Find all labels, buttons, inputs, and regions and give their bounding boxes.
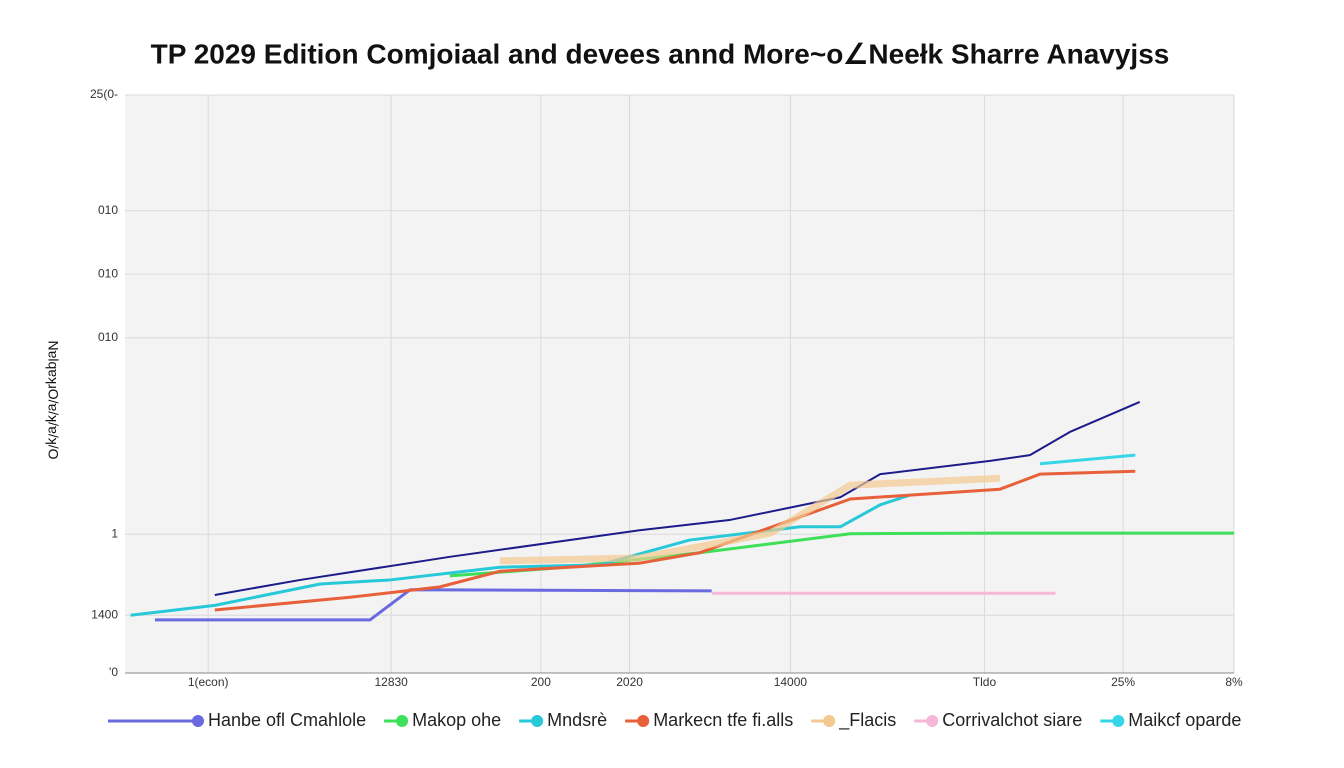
chart-title: TP 2029 Edition Comjoiaal and devees ann… (151, 38, 1170, 69)
legend-label: Markecn tfe fi.alls (653, 710, 793, 730)
legend-marker (637, 715, 650, 727)
x-tick-label: 2020 (616, 675, 643, 689)
legend-marker (396, 715, 409, 727)
legend-label: _Flacis (838, 710, 896, 731)
legend-marker (192, 715, 204, 727)
series-line (499, 474, 1001, 565)
series-line (214, 400, 1141, 596)
x-tick-label: 200 (531, 675, 551, 689)
y-tick-label: 1400 (91, 607, 118, 621)
series-line (1039, 453, 1136, 466)
x-tick-label: 8% (1225, 675, 1243, 689)
x-tick-label: 1(econ) (188, 675, 229, 689)
y-tick-label: 010 (98, 203, 118, 217)
y-axis-label: NɐlqɐʞɹO/ɐ/ʞ/ɐ/ʞ/O (45, 340, 61, 459)
y-tick-label: 1 (111, 526, 118, 540)
legend-marker (823, 715, 836, 727)
series-line (214, 469, 1136, 612)
x-tick-label: 12830 (374, 675, 408, 689)
legend-label: Maikcf oparde (1128, 710, 1241, 730)
legend-label: Corrivalchot siare (942, 710, 1082, 730)
legend-label: Hanbe ofl Cmahlole (208, 710, 366, 730)
y-tick-label: 010 (98, 330, 118, 344)
series-line (154, 588, 712, 622)
legend-marker (531, 715, 544, 727)
plot-area (125, 95, 1234, 673)
x-tick-label: 25% (1111, 675, 1135, 689)
y-tick-label: 25(0- (90, 87, 118, 101)
x-tick-label: 14000 (774, 675, 808, 689)
legend-label: Makop ohe (412, 710, 501, 730)
legend-marker (926, 715, 939, 727)
x-tick-label: Tldo (973, 675, 997, 689)
y-tick-label: '0 (109, 665, 118, 679)
y-tick-label: 010 (98, 266, 118, 280)
legend-label: Mndsrè (547, 710, 607, 730)
legend-marker (1112, 715, 1125, 727)
